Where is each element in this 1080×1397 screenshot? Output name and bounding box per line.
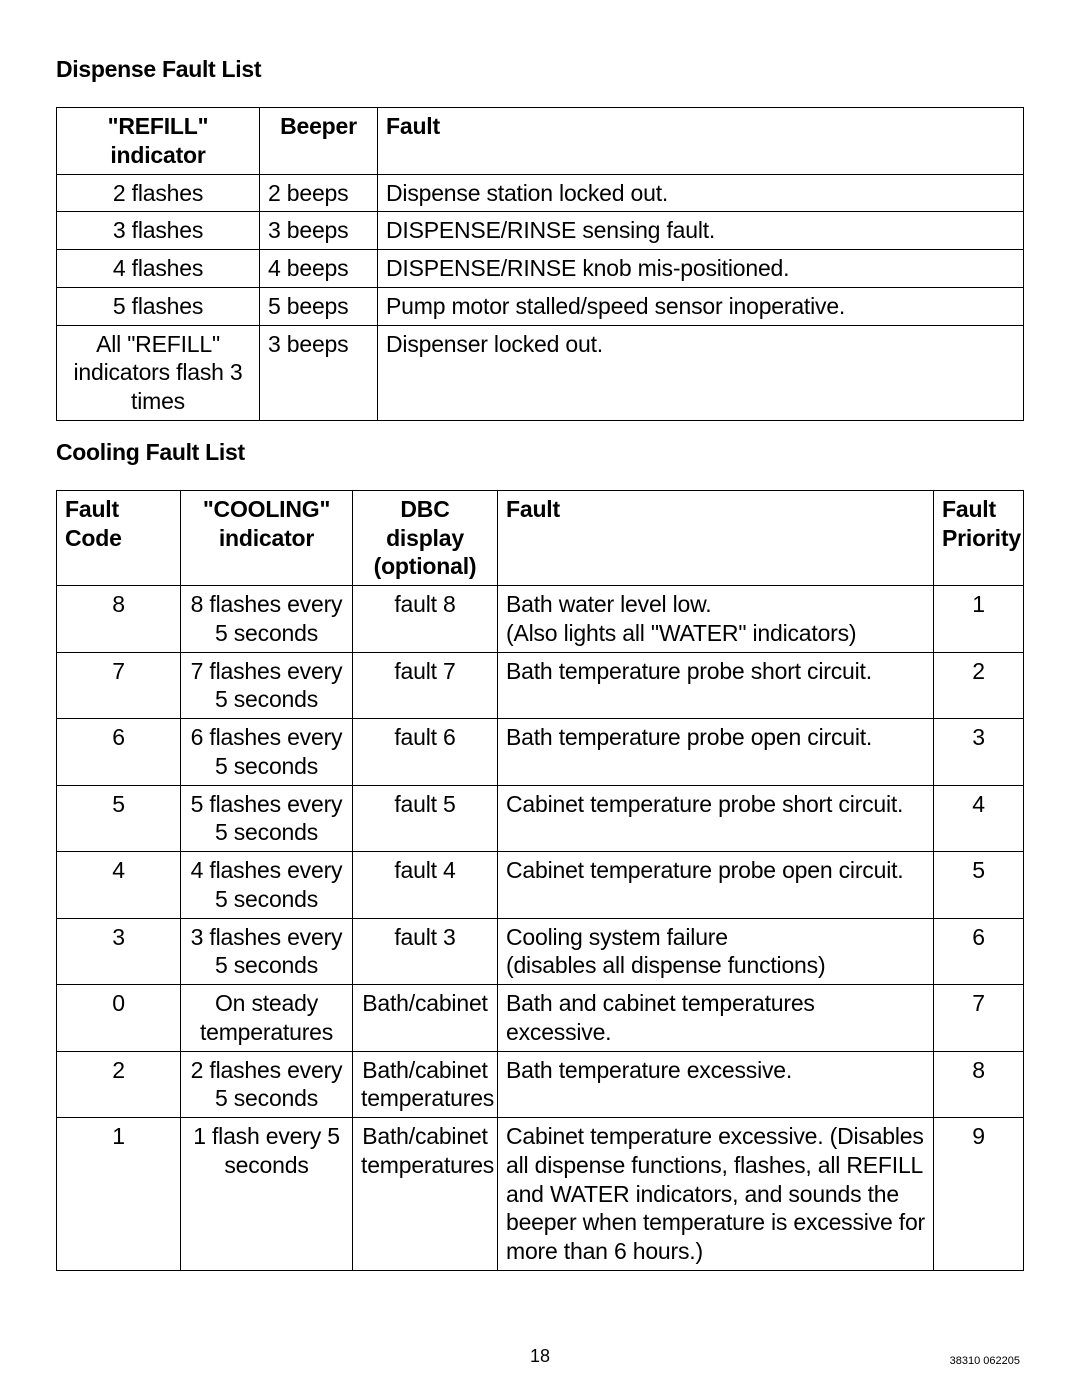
table-cell: 7 — [934, 985, 1024, 1052]
table-cell: 4 beeps — [260, 250, 378, 288]
dispense-fault-table: "REFILL" indicator Beeper Fault 2 flashe… — [56, 107, 1024, 421]
table-cell: 9 — [934, 1118, 1024, 1271]
cooling-fault-table: Fault Code "COOLING" indicator DBC displ… — [56, 490, 1024, 1271]
table-row: All "REFILL" indicators flash 3 times3 b… — [57, 325, 1024, 420]
table-cell: 0 — [57, 985, 181, 1052]
table-row: 11 flash every 5 secondsBath/cabinet tem… — [57, 1118, 1024, 1271]
table-cell: Bath temperature probe short circuit. — [498, 652, 934, 719]
table-cell: 5 — [934, 852, 1024, 919]
table-cell: On steady temperatures — [181, 985, 353, 1052]
table-cell: 4 flashes every 5 seconds — [181, 852, 353, 919]
table-cell: Bath and cabinet temperatures excessive. — [498, 985, 934, 1052]
table-cell: 3 — [934, 719, 1024, 786]
col-fault-desc: Fault — [498, 490, 934, 585]
table-header-row: Fault Code "COOLING" indicator DBC displ… — [57, 490, 1024, 585]
table-cell: fault 6 — [353, 719, 498, 786]
table-cell: 2 — [934, 652, 1024, 719]
table-cell: 7 flashes every 5 seconds — [181, 652, 353, 719]
table-cell: 4 — [57, 852, 181, 919]
table-cell: 8 — [934, 1051, 1024, 1118]
page-footer: 18 — [0, 1346, 1080, 1367]
table-cell: 2 flashes every 5 seconds — [181, 1051, 353, 1118]
col-fault: Fault — [378, 108, 1024, 175]
table-cell: Cooling system failure(disables all disp… — [498, 918, 934, 985]
table-cell: 5 beeps — [260, 287, 378, 325]
table-cell: Dispenser locked out. — [378, 325, 1024, 420]
table-row: 55 flashes every 5 secondsfault 5Cabinet… — [57, 785, 1024, 852]
table-cell: Bath/cabinet temperatures — [353, 1118, 498, 1271]
table-cell: 1 — [57, 1118, 181, 1271]
table-cell: 5 — [57, 785, 181, 852]
table-cell: 3 flashes — [57, 212, 260, 250]
table-cell: Dispense station locked out. — [378, 174, 1024, 212]
table-cell: fault 4 — [353, 852, 498, 919]
col-refill-indicator: "REFILL" indicator — [57, 108, 260, 175]
table-cell: Cabinet temperature excessive. (Disables… — [498, 1118, 934, 1271]
table-cell: fault 3 — [353, 918, 498, 985]
table-cell: Pump motor stalled/speed sensor inoperat… — [378, 287, 1024, 325]
col-fault-code: Fault Code — [57, 490, 181, 585]
spacer — [56, 421, 1024, 439]
table-row: 33 flashes every 5 secondsfault 3Cooling… — [57, 918, 1024, 985]
col-beeper: Beeper — [260, 108, 378, 175]
table-cell: 2 beeps — [260, 174, 378, 212]
table-cell: 5 flashes — [57, 287, 260, 325]
table-row: 77 flashes every 5 secondsfault 7Bath te… — [57, 652, 1024, 719]
table-cell: 2 — [57, 1051, 181, 1118]
table-row: 3 flashes3 beepsDISPENSE/RINSE sensing f… — [57, 212, 1024, 250]
table-cell: fault 8 — [353, 586, 498, 653]
cooling-fault-title: Cooling Fault List — [56, 439, 1024, 466]
table-cell: Cabinet temperature probe short circuit. — [498, 785, 934, 852]
table-cell: 6 flashes every 5 seconds — [181, 719, 353, 786]
table-row: 22 flashes every 5 secondsBath/cabinet t… — [57, 1051, 1024, 1118]
table-cell: 3 beeps — [260, 212, 378, 250]
table-cell: 5 flashes every 5 seconds — [181, 785, 353, 852]
table-cell: Bath water level low.(Also lights all "W… — [498, 586, 934, 653]
table-row: 88 flashes every 5 secondsfault 8Bath wa… — [57, 586, 1024, 653]
table-cell: Bath temperature excessive. — [498, 1051, 934, 1118]
table-row: 4 flashes4 beepsDISPENSE/RINSE knob mis-… — [57, 250, 1024, 288]
table-row: 66 flashes every 5 secondsfault 6Bath te… — [57, 719, 1024, 786]
dispense-fault-body: 2 flashes2 beepsDispense station locked … — [57, 174, 1024, 420]
table-row: 44 flashes every 5 secondsfault 4Cabinet… — [57, 852, 1024, 919]
table-cell: Cabinet temperature probe open circuit. — [498, 852, 934, 919]
table-cell: 8 — [57, 586, 181, 653]
table-cell: fault 7 — [353, 652, 498, 719]
table-cell: 6 — [934, 918, 1024, 985]
table-row: 2 flashes2 beepsDispense station locked … — [57, 174, 1024, 212]
col-cooling-indicator: "COOLING" indicator — [181, 490, 353, 585]
table-cell: All "REFILL" indicators flash 3 times — [57, 325, 260, 420]
page-number: 18 — [530, 1346, 550, 1366]
table-cell: Bath/cabinet — [353, 985, 498, 1052]
col-fault-priority: Fault Priority — [934, 490, 1024, 585]
table-cell: 6 — [57, 719, 181, 786]
table-cell: 4 flashes — [57, 250, 260, 288]
table-cell: Bath temperature probe open circuit. — [498, 719, 934, 786]
page: Dispense Fault List "REFILL" indicator B… — [0, 0, 1080, 1397]
table-cell: 2 flashes — [57, 174, 260, 212]
doc-id: 38310 062205 — [950, 1355, 1020, 1367]
table-cell: DISPENSE/RINSE knob mis-positioned. — [378, 250, 1024, 288]
table-cell: fault 5 — [353, 785, 498, 852]
col-dbc-display: DBC display (optional) — [353, 490, 498, 585]
table-row: 0On steady temperaturesBath/cabinetBath … — [57, 985, 1024, 1052]
table-cell: 4 — [934, 785, 1024, 852]
cooling-fault-body: 88 flashes every 5 secondsfault 8Bath wa… — [57, 586, 1024, 1271]
table-cell: 3 beeps — [260, 325, 378, 420]
table-cell: 1 — [934, 586, 1024, 653]
table-cell: Bath/cabinet temperatures — [353, 1051, 498, 1118]
table-row: 5 flashes5 beepsPump motor stalled/speed… — [57, 287, 1024, 325]
table-cell: 8 flashes every 5 seconds — [181, 586, 353, 653]
table-cell: 3 — [57, 918, 181, 985]
table-cell: 7 — [57, 652, 181, 719]
table-header-row: "REFILL" indicator Beeper Fault — [57, 108, 1024, 175]
dispense-fault-title: Dispense Fault List — [56, 56, 1024, 83]
table-cell: 1 flash every 5 seconds — [181, 1118, 353, 1271]
table-cell: 3 flashes every 5 seconds — [181, 918, 353, 985]
table-cell: DISPENSE/RINSE sensing fault. — [378, 212, 1024, 250]
